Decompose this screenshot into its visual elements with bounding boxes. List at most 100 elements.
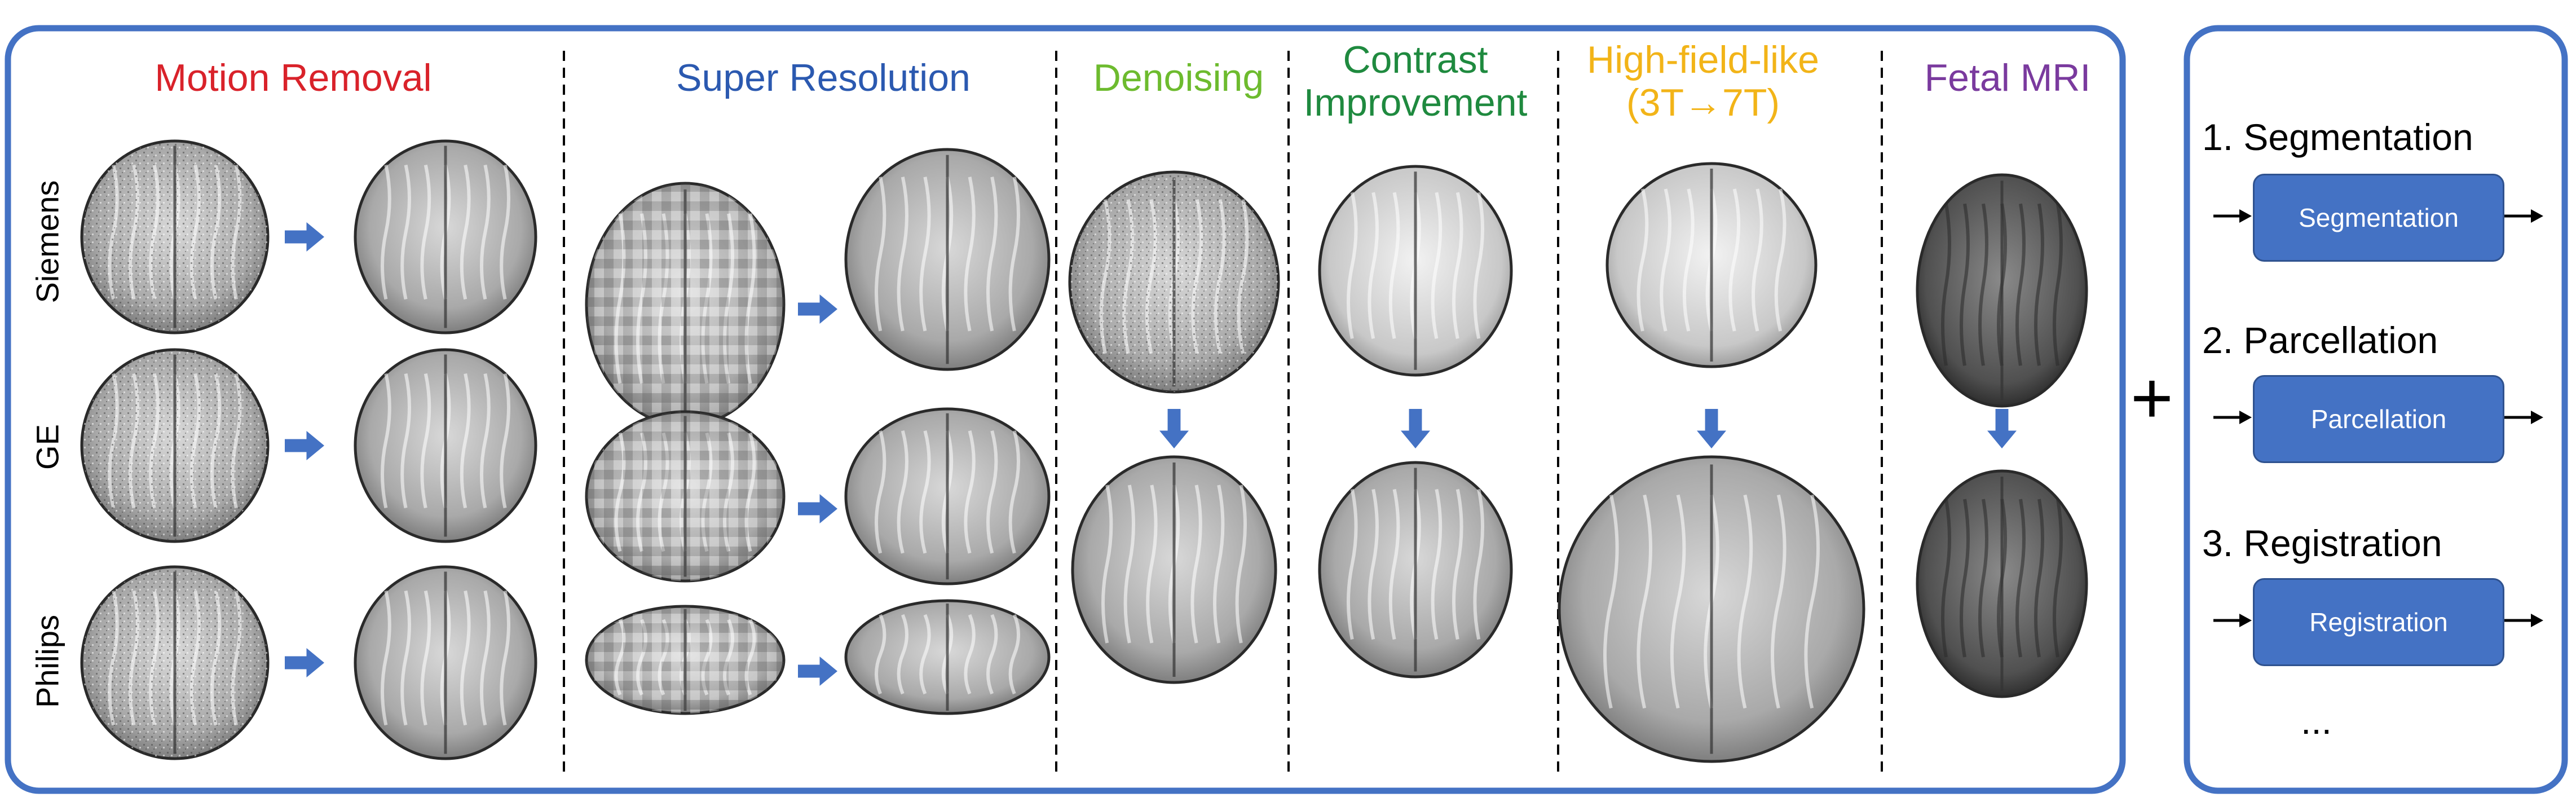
tasks-panel-frame <box>2184 25 2568 794</box>
contrast-output-brain <box>1318 461 1513 679</box>
task-output-arrow-head <box>2531 411 2543 424</box>
sr-arrow <box>798 494 837 523</box>
section-title-denoising: Denoising <box>1093 56 1264 99</box>
brain-gyrus <box>1804 494 1820 709</box>
brain-gyrus <box>2015 203 2026 366</box>
noise-overlay <box>1070 172 1278 392</box>
brain-gyrus <box>1368 488 1379 640</box>
brain-gyrus <box>1008 430 1020 554</box>
brain-gyrus <box>381 590 391 726</box>
brain-gyrus <box>400 164 411 300</box>
brain-gyrus <box>964 430 976 554</box>
brain-gyrus <box>1728 188 1741 332</box>
sr-arrow <box>798 657 837 686</box>
fetal-arrow <box>1987 409 2017 448</box>
brain-gyrus <box>1347 192 1358 339</box>
sr-arrow <box>798 294 837 324</box>
sr-input-axial <box>585 182 786 428</box>
noise-overlay <box>82 567 268 759</box>
brain-gyrus <box>986 430 998 554</box>
brain-gyrus <box>919 177 931 332</box>
fetal-output-brain <box>1916 469 2088 698</box>
noise-overlay <box>82 141 268 333</box>
brain-gyrus <box>1431 192 1443 339</box>
brain-gyrus <box>480 590 491 726</box>
brain-gyrus <box>1637 188 1649 332</box>
brain-gyrus <box>480 164 491 300</box>
brain-gyrus <box>1213 485 1225 644</box>
brain-gyrus <box>875 430 886 554</box>
brain-gyrus <box>2053 203 2063 366</box>
brain-gyrus <box>1388 192 1400 339</box>
registration-box: Registration <box>2253 578 2504 666</box>
brain-gyrus <box>1368 192 1379 339</box>
brain-gyrus <box>381 373 391 509</box>
brain-gyrus <box>500 590 510 726</box>
brain-gyrus <box>2053 499 2063 658</box>
task-output-arrow-head <box>2531 209 2543 223</box>
brain-gyrus <box>1774 188 1787 332</box>
brain-gyrus <box>1960 499 1970 658</box>
row-label-philips: Philips <box>29 615 65 708</box>
brain-gyrus <box>1452 192 1463 339</box>
section-title-super-resolution: Super Resolution <box>676 56 971 99</box>
brain-gyrus <box>897 177 908 332</box>
main-panel-frame <box>5 25 2126 794</box>
brain-gyrus <box>964 177 976 332</box>
blocky-overlay <box>586 606 784 713</box>
brain-gyrus <box>460 164 471 300</box>
brain-gyrus <box>1682 188 1695 332</box>
brain-gyrus <box>1473 488 1484 640</box>
brain-gyrus <box>1941 499 1951 658</box>
segmentation-box: Segmentation <box>2253 174 2504 262</box>
row-label-ge: GE <box>29 424 65 470</box>
contrast-arrow <box>1401 409 1430 448</box>
highfield-input-brain <box>1605 162 1818 368</box>
task-input-arrow-head <box>2239 614 2252 627</box>
brain-gyrus <box>1603 494 1619 709</box>
noise-overlay <box>82 350 268 541</box>
brain-gyrus <box>1431 488 1443 640</box>
brain-gyrus <box>2015 499 2026 658</box>
brain-gyrus <box>420 164 431 300</box>
ellipsis: ... <box>2301 700 2332 742</box>
sr-input-coronal <box>585 410 786 583</box>
brain-gyrus <box>460 373 471 509</box>
highfield-output-brain <box>1558 455 1865 763</box>
fetal-input-brain <box>1916 173 2088 408</box>
brain-gyrus <box>1190 485 1202 644</box>
brain-gyrus <box>381 164 391 300</box>
brain-gyrus <box>1347 488 1358 640</box>
brain-gyrus <box>1473 192 1484 339</box>
motion-arrow <box>285 431 324 460</box>
contrast-input-brain <box>1318 165 1513 377</box>
sr-output-coronal <box>844 407 1051 585</box>
task-input-arrow-head <box>2239 411 2252 424</box>
task-output-arrow-head <box>2531 614 2543 627</box>
denoise-arrow <box>1159 409 1189 448</box>
brain-gyrus <box>1452 488 1463 640</box>
motion-input-brain <box>80 139 270 334</box>
brain-gyrus <box>897 614 908 695</box>
motion-arrow <box>285 648 324 677</box>
brain-gyrus <box>1771 494 1787 709</box>
brain-gyrus <box>1752 188 1763 332</box>
sr-input-sagittal <box>585 605 786 715</box>
brain-gyrus <box>1008 177 1020 332</box>
sr-output-axial <box>844 148 1051 371</box>
brain-gyrus <box>1941 203 1951 366</box>
motion-input-brain <box>80 348 270 543</box>
section-title-fetal-mri: Fetal MRI <box>1924 56 2091 99</box>
brain-gyrus <box>500 373 510 509</box>
brain-gyrus <box>2034 203 2044 366</box>
brain-gyrus <box>897 430 908 554</box>
highfield-arrow <box>1697 409 1726 448</box>
brain-gyrus <box>420 590 431 726</box>
task-input-arrow-head <box>2239 209 2252 223</box>
motion-output-brain <box>354 139 537 334</box>
brain-gyrus <box>480 373 491 509</box>
denoise-output-brain <box>1071 455 1277 684</box>
section-title-contrast-improvement: Contrast Improvement <box>1291 38 1540 124</box>
brain-gyrus <box>1008 614 1020 695</box>
